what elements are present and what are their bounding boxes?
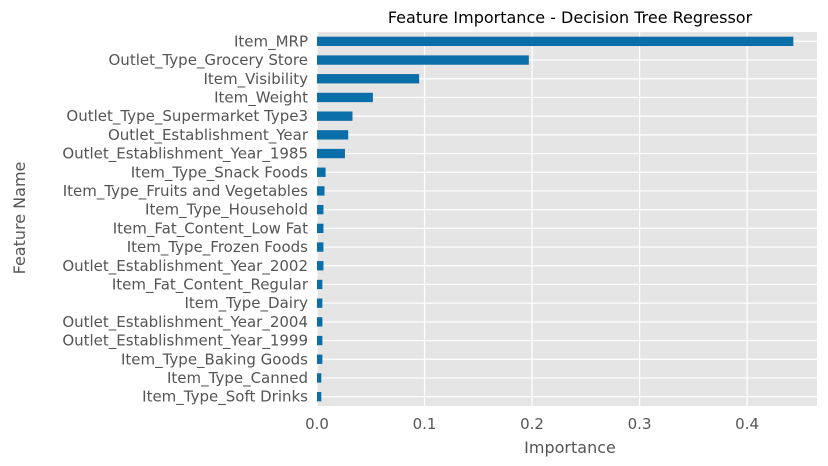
y-tick-label: Outlet_Establishment_Year [108,126,309,145]
x-tick-label: 0.1 [413,415,437,433]
y-tick-label: Item_MRP [234,32,308,51]
y-tick-label: Item_Type_Canned [167,369,308,388]
bar [317,242,324,252]
y-tick-label: Item_Fat_Content_Regular [112,275,309,294]
y-tick-label: Outlet_Establishment_Year_2004 [62,313,308,332]
bar [317,391,322,402]
bar [317,204,324,215]
y-tick-label: Item_Type_Soft Drinks [142,388,308,407]
bar [317,223,324,234]
y-tick-label: Item_Visibility [203,70,308,89]
y-tick-label: Item_Type_Baking Goods [121,350,308,369]
bar [317,317,323,327]
bar [317,279,323,290]
bar [317,74,420,84]
bar [317,354,323,364]
y-tick-label: Item_Type_Frozen Foods [127,238,308,257]
y-tick-label: Item_Weight [214,88,308,107]
bar [317,373,322,383]
y-tick-label: Outlet_Establishment_Year_1985 [62,145,308,164]
y-tick-label: Item_Type_Household [145,201,308,220]
bar [317,130,349,140]
x-tick-label: 0.2 [520,415,544,433]
y-tick-label: Item_Type_Fruits and Vegetables [63,182,308,201]
plot-area [317,32,817,406]
bar [317,298,323,308]
bar [317,186,325,196]
y-tick-label: Outlet_Type_Grocery Store [109,51,309,70]
x-tick-label: 0.3 [628,415,652,433]
bar [317,261,324,271]
bar [317,36,794,47]
y-tick-label: Item_Type_Dairy [184,294,308,313]
y-tick-label: Item_Fat_Content_Low Fat [113,219,308,238]
x-tick-label: 0.0 [305,415,329,433]
bar [317,55,529,65]
bar [317,335,323,346]
bar [317,92,373,103]
chart-title: Feature Importance - Decision Tree Regre… [388,8,753,27]
bar [317,167,326,177]
x-tick-label: 0.4 [735,415,759,433]
y-tick-label: Outlet_Type_Supermarket Type3 [66,107,308,126]
bar [317,148,345,159]
y-axis-title: Feature Name [10,162,29,275]
y-tick-label: Item_Type_Snack Foods [131,163,308,182]
bar [317,111,353,121]
y-tick-label: Outlet_Establishment_Year_2002 [62,257,308,276]
x-axis-title: Importance [524,438,616,457]
y-tick-label: Outlet_Establishment_Year_1999 [62,332,308,351]
